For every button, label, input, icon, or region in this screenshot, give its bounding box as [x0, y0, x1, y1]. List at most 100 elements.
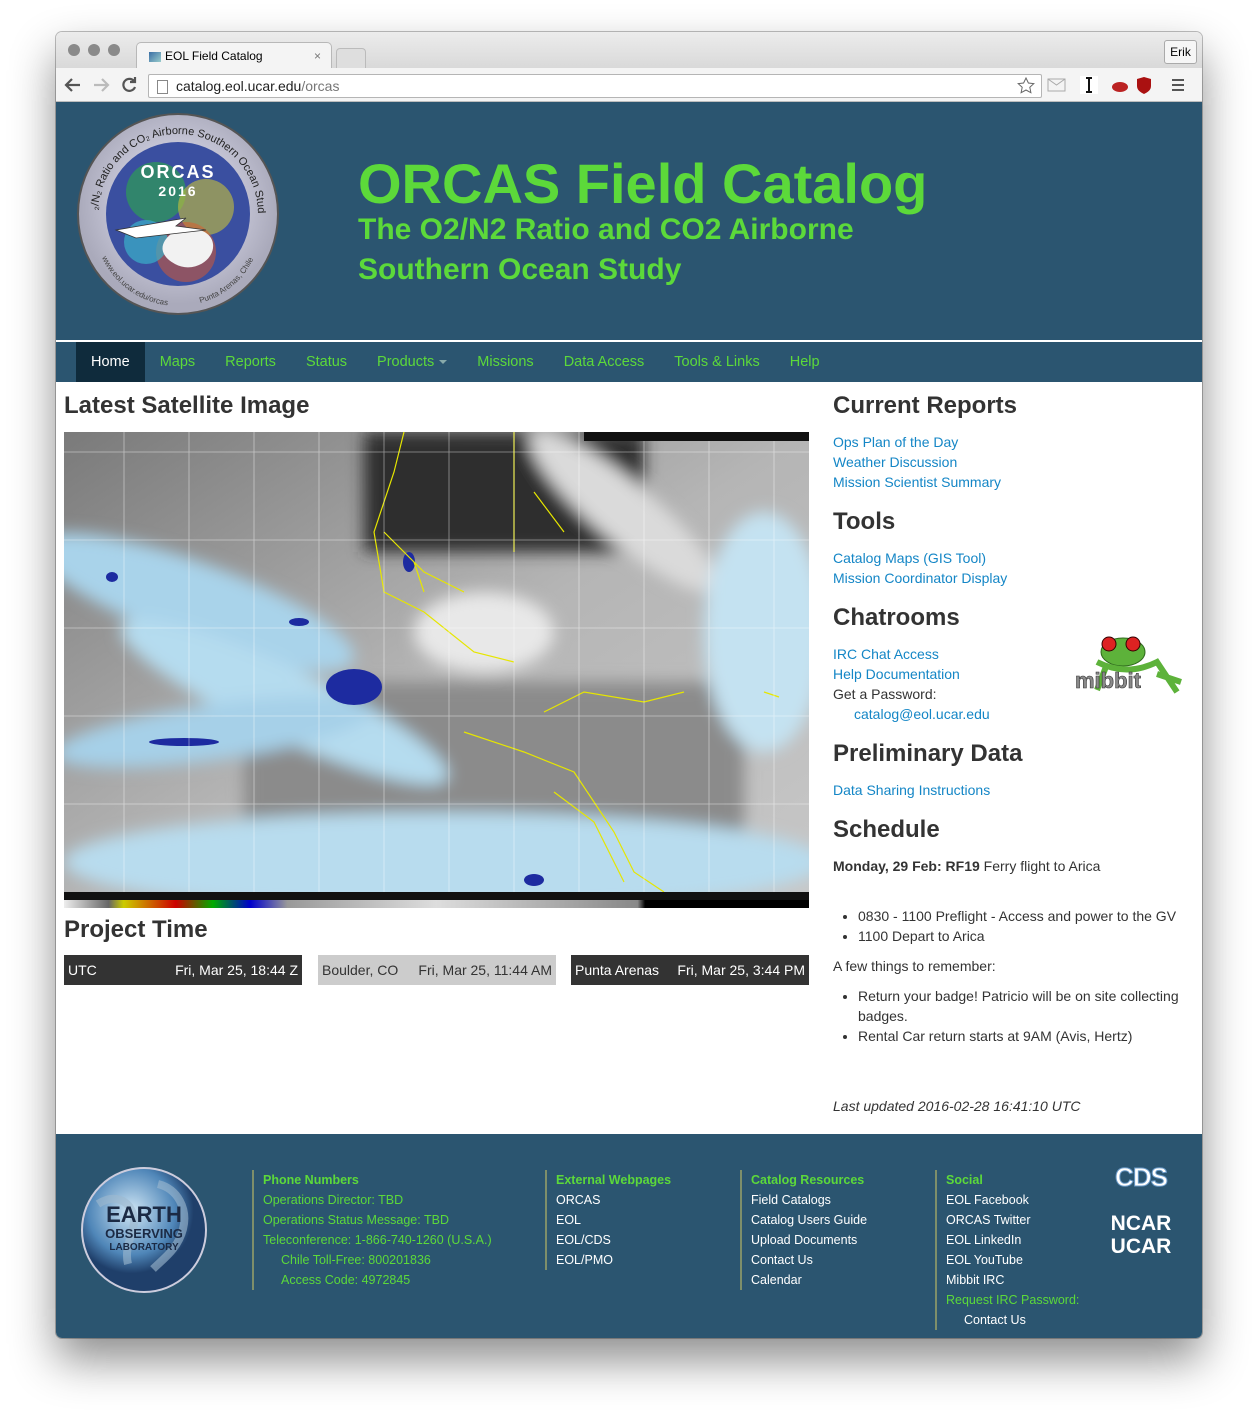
- section-heading: Latest Satellite Image: [64, 392, 310, 419]
- minimize-button[interactable]: [88, 44, 100, 56]
- cds-logo[interactable]: CDS: [1115, 1162, 1169, 1193]
- password-label: Get a Password:: [833, 686, 937, 702]
- footer-link[interactable]: EOL LinkedIn: [946, 1233, 1022, 1247]
- footer-link[interactable]: EOL/CDS: [556, 1233, 611, 1247]
- link-list: Data Sharing Instructions: [833, 780, 1193, 800]
- nav-item[interactable]: Maps: [159, 354, 196, 370]
- link[interactable]: IRC Chat Access: [833, 646, 939, 662]
- phone-line: Teleconference: 1-866-740-1260 (U.S.A.): [263, 1233, 492, 1247]
- back-button[interactable]: [64, 78, 80, 92]
- web-page: O₂/N₂ Ratio and CO₂ Airborne Southern Oc…: [56, 102, 1202, 1338]
- footer-link[interactable]: EOL/PMO: [556, 1253, 613, 1267]
- link[interactable]: Help Documentation: [833, 666, 960, 682]
- phone-sub-lines: Chile Toll-Free: 800201836 Access Code: 4…: [263, 1250, 492, 1290]
- footer-link[interactable]: EOL Facebook: [946, 1193, 1029, 1207]
- link[interactable]: Ops Plan of the Day: [833, 434, 959, 450]
- nav-item[interactable]: Products: [362, 342, 462, 382]
- footer-link[interactable]: Contact Us: [964, 1313, 1026, 1327]
- nav-item[interactable]: Home: [76, 342, 145, 382]
- ext-icon[interactable]: [1112, 82, 1128, 92]
- footer-links: Field Catalogs Catalog Users Guide Upload …: [751, 1190, 867, 1290]
- link[interactable]: Data Sharing Instructions: [833, 782, 991, 798]
- ucar-logo[interactable]: UCAR: [1110, 1235, 1172, 1258]
- eol-logo[interactable]: EARTH OBSERVING LABORATORY: [78, 1164, 210, 1296]
- mail-icon[interactable]: [1047, 78, 1066, 92]
- zoom-button[interactable]: [108, 44, 120, 56]
- link[interactable]: Mission Coordinator Display: [833, 570, 1008, 586]
- profile-button[interactable]: Erik: [1164, 40, 1197, 64]
- footer-link[interactable]: Upload Documents: [751, 1233, 858, 1247]
- clock-time: Fri, Mar 25, 11:44 AM: [418, 962, 552, 978]
- section-heading: Preliminary Data: [833, 740, 1023, 767]
- reload-button[interactable]: [122, 77, 137, 92]
- nav-item[interactable]: Reports: [225, 354, 276, 370]
- url-host: catalog.eol.ucar.edu: [176, 78, 302, 94]
- satellite-image[interactable]: [64, 432, 809, 908]
- menu-button[interactable]: [1172, 79, 1184, 91]
- footer-heading: Social: [946, 1173, 983, 1187]
- footer-link[interactable]: Calendar: [751, 1273, 802, 1287]
- footer-link[interactable]: EOL: [556, 1213, 582, 1227]
- browser-window: EOL Field Catalog × Erik catalog.eol.uca…: [56, 32, 1202, 1338]
- schedule-day: Monday, 29 Feb: RF19 Ferry flight to Ari…: [833, 856, 1193, 876]
- orcas-logo: O₂/N₂ Ratio and CO₂ Airborne Southern Oc…: [76, 112, 279, 315]
- phone-line: Chile Toll-Free: 800201836: [281, 1253, 431, 1267]
- tab-bar: EOL Field Catalog × Erik: [56, 32, 1202, 69]
- email-link[interactable]: catalog@eol.ucar.edu: [854, 706, 990, 722]
- new-tab[interactable]: [336, 48, 366, 69]
- footer-column: Catalog Resources Field Catalogs Catalog …: [740, 1170, 867, 1290]
- eol-logo-text: LABORATORY: [109, 1242, 179, 1253]
- nav-item[interactable]: Status: [305, 354, 348, 370]
- close-button[interactable]: [68, 44, 80, 56]
- footer-column: Social EOL Facebook ORCAS Twitter EOL Link…: [935, 1170, 1079, 1330]
- footer-column: External Webpages ORCAS EOL EOL/CDS EOL/PMO: [545, 1170, 671, 1270]
- footer-link[interactable]: ORCAS Twitter: [946, 1213, 1031, 1227]
- nav-buttons: [64, 77, 137, 92]
- footer: EARTH OBSERVING LABORATORY Phone Numbers…: [56, 1134, 1202, 1338]
- eol-logo-text: OBSERVING: [105, 1226, 183, 1241]
- footer-link[interactable]: Mibbit IRC: [946, 1273, 1005, 1287]
- logo-year: 2016: [158, 183, 197, 199]
- footer-link[interactable]: Field Catalogs: [751, 1193, 831, 1207]
- footer-link[interactable]: Contact Us: [751, 1253, 813, 1267]
- day-label: Monday, 29 Feb: RF19: [833, 858, 980, 874]
- link[interactable]: Catalog Maps (GIS Tool): [833, 550, 987, 566]
- tab-close[interactable]: ×: [313, 49, 321, 63]
- reminders: Return your badge! Patricio will be on s…: [833, 986, 1193, 1046]
- nav-item[interactable]: Help: [789, 354, 820, 370]
- nav-bar: Home Maps Reports Status Products Missions Dat…: [56, 342, 1202, 382]
- footer-heading: External Webpages: [556, 1173, 672, 1187]
- nav-item[interactable]: Missions: [477, 354, 534, 370]
- site-header: O₂/N₂ Ratio and CO₂ Airborne Southern Oc…: [56, 102, 1202, 340]
- nav-item[interactable]: Tools & Links: [674, 354, 760, 370]
- footer-link[interactable]: Catalog Users Guide: [751, 1213, 868, 1227]
- chat-list: IRC Chat Access Help Documentation Get a …: [833, 636, 1193, 724]
- footer-heading: Phone Numbers: [263, 1173, 359, 1187]
- tab-title: EOL Field Catalog: [165, 49, 263, 63]
- link-list: Catalog Maps (GIS Tool) Mission Coordinat…: [833, 548, 1193, 588]
- footer-heading: Catalog Resources: [751, 1173, 865, 1187]
- clock-zone: Punta Arenas: [575, 962, 660, 978]
- section-heading: Tools: [833, 508, 896, 535]
- extensions: [1047, 76, 1184, 94]
- page-icon: [157, 80, 168, 95]
- reminder: Rental Car return starts at 9AM (Avis, H…: [858, 1026, 1193, 1046]
- last-updated: Last updated 2016-02-28 16:41:10 UTC: [833, 1098, 1081, 1114]
- footer-link[interactable]: ORCAS: [556, 1193, 601, 1207]
- ublock-icon[interactable]: [1137, 77, 1151, 94]
- ncar-logo[interactable]: NCAR: [1110, 1212, 1172, 1235]
- footer-link[interactable]: EOL YouTube: [946, 1253, 1023, 1267]
- toolbar: catalog.eol.ucar.edu/orcas: [56, 68, 1202, 102]
- tab[interactable]: EOL Field Catalog ×: [136, 42, 332, 69]
- mibbit-logo[interactable]: mibbit: [1067, 634, 1193, 706]
- link[interactable]: Mission Scientist Summary: [833, 474, 1002, 490]
- nav-item[interactable]: Data Access: [563, 354, 645, 370]
- forward-button[interactable]: [94, 78, 110, 92]
- clock-zone: Boulder, CO: [322, 962, 399, 978]
- clock: Boulder, CO Fri, Mar 25, 11:44 AM: [318, 955, 556, 985]
- section-heading: Chatrooms: [833, 604, 960, 631]
- link[interactable]: Weather Discussion: [833, 454, 958, 470]
- bookmark-star[interactable]: [1017, 77, 1035, 95]
- address-bar[interactable]: catalog.eol.ucar.edu/orcas: [148, 74, 1042, 98]
